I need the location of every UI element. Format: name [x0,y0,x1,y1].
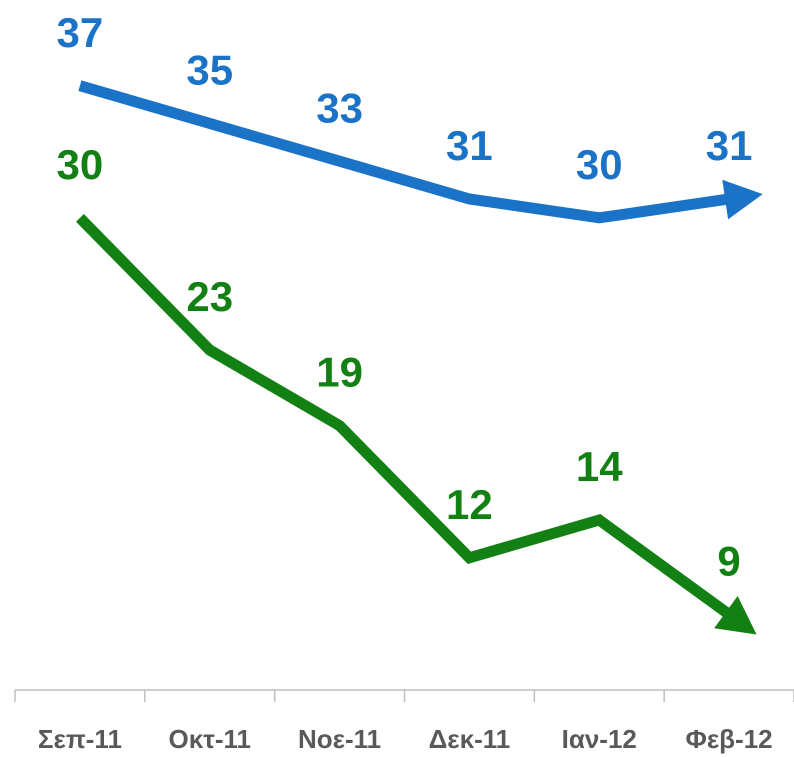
x-tick-label: Σεπ-11 [38,724,122,754]
x-tick-label: Δεκ-11 [429,724,511,754]
data-label: 19 [316,349,363,396]
data-label: 37 [57,9,104,56]
data-label: 35 [186,47,233,94]
x-tick-label: Οκτ-11 [169,724,251,754]
data-label: 31 [706,122,753,169]
x-tick-label: Φεβ-12 [686,724,773,754]
data-label: 30 [57,141,104,188]
data-label: 12 [446,481,493,528]
data-label: 9 [717,538,740,585]
data-label: 14 [576,443,623,490]
x-tick-label: Νοε-11 [298,724,381,754]
line [78,80,763,224]
data-label: 30 [576,141,623,188]
data-label: 31 [446,122,493,169]
line [75,214,757,635]
data-label: 33 [316,84,363,131]
x-tick-label: Ιαν-12 [562,724,637,754]
data-label: 23 [186,273,233,320]
